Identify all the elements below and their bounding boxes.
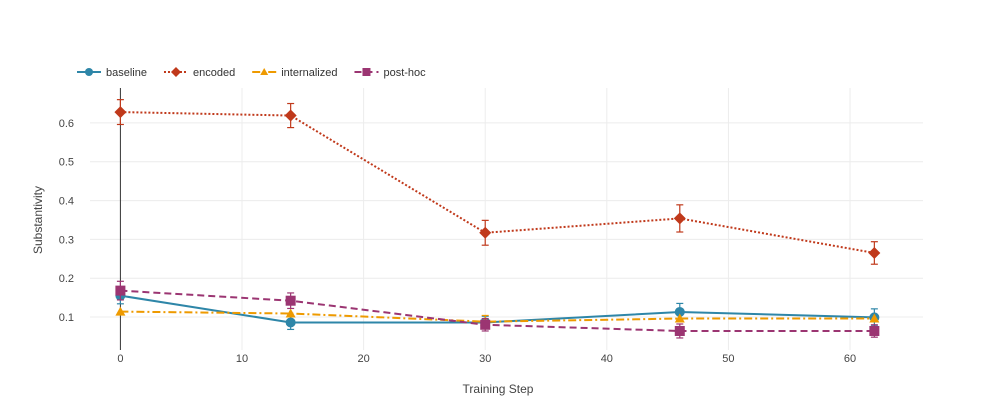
data-point-internalized (869, 313, 880, 323)
series-post-hoc (115, 280, 880, 339)
series-layer (114, 99, 881, 339)
y-tick-label: 0.3 (59, 234, 74, 246)
legend: baseline encoded internalized post-hoc (77, 67, 426, 79)
legend-label: baseline (106, 67, 147, 79)
legend-swatch-marker (85, 68, 93, 76)
data-point-post-hoc (869, 325, 880, 336)
x-tick-label: 30 (479, 353, 491, 365)
y-tick-label: 0.6 (59, 118, 74, 130)
data-point-post-hoc (115, 285, 126, 296)
data-point-post-hoc (480, 319, 491, 330)
legend-label: internalized (281, 67, 337, 79)
grid (90, 88, 923, 350)
legend-swatch-marker (260, 68, 269, 75)
data-point-encoded (479, 226, 492, 239)
y-tick-label: 0.2 (59, 273, 74, 285)
data-point-internalized (674, 313, 685, 323)
axes: 0 10 20 30 40 50 60 0.1 0.2 0.3 0.4 0.5 0.6 (59, 88, 856, 365)
data-point-internalized (115, 306, 126, 316)
data-point-post-hoc (285, 295, 296, 306)
data-point-encoded (114, 106, 127, 119)
legend-swatch-marker (170, 67, 181, 77)
data-point-encoded (868, 246, 881, 259)
data-point-encoded (284, 109, 297, 122)
legend-swatch-marker (362, 68, 371, 76)
data-point-post-hoc (674, 325, 685, 336)
legend-item-internalized: internalized (252, 67, 337, 79)
x-tick-label: 20 (357, 353, 369, 365)
series-encoded (114, 99, 881, 265)
series-line-encoded (120, 111, 875, 254)
legend-label: post-hoc (383, 67, 426, 79)
legend-label: encoded (193, 67, 235, 79)
data-point-baseline (285, 317, 296, 328)
x-tick-label: 0 (117, 353, 123, 365)
y-axis-title: Substantivity (31, 186, 45, 254)
y-tick-label: 0.5 (59, 157, 74, 169)
x-tick-label: 60 (844, 353, 856, 365)
data-point-encoded (673, 212, 686, 225)
x-axis-title: Training Step (463, 382, 534, 396)
series-baseline (115, 286, 880, 331)
legend-item-post-hoc: post-hoc (354, 67, 426, 79)
data-point-internalized (285, 308, 296, 318)
x-tick-label: 50 (722, 353, 734, 365)
x-tick-label: 40 (601, 353, 613, 365)
legend-item-encoded: encoded (163, 67, 235, 79)
y-tick-label: 0.1 (59, 312, 74, 324)
legend-item-baseline: baseline (77, 67, 147, 79)
data-point-baseline (674, 306, 685, 317)
x-tick-label: 10 (236, 353, 248, 365)
series-line-post-hoc (120, 289, 875, 332)
y-tick-label: 0.4 (59, 196, 74, 208)
